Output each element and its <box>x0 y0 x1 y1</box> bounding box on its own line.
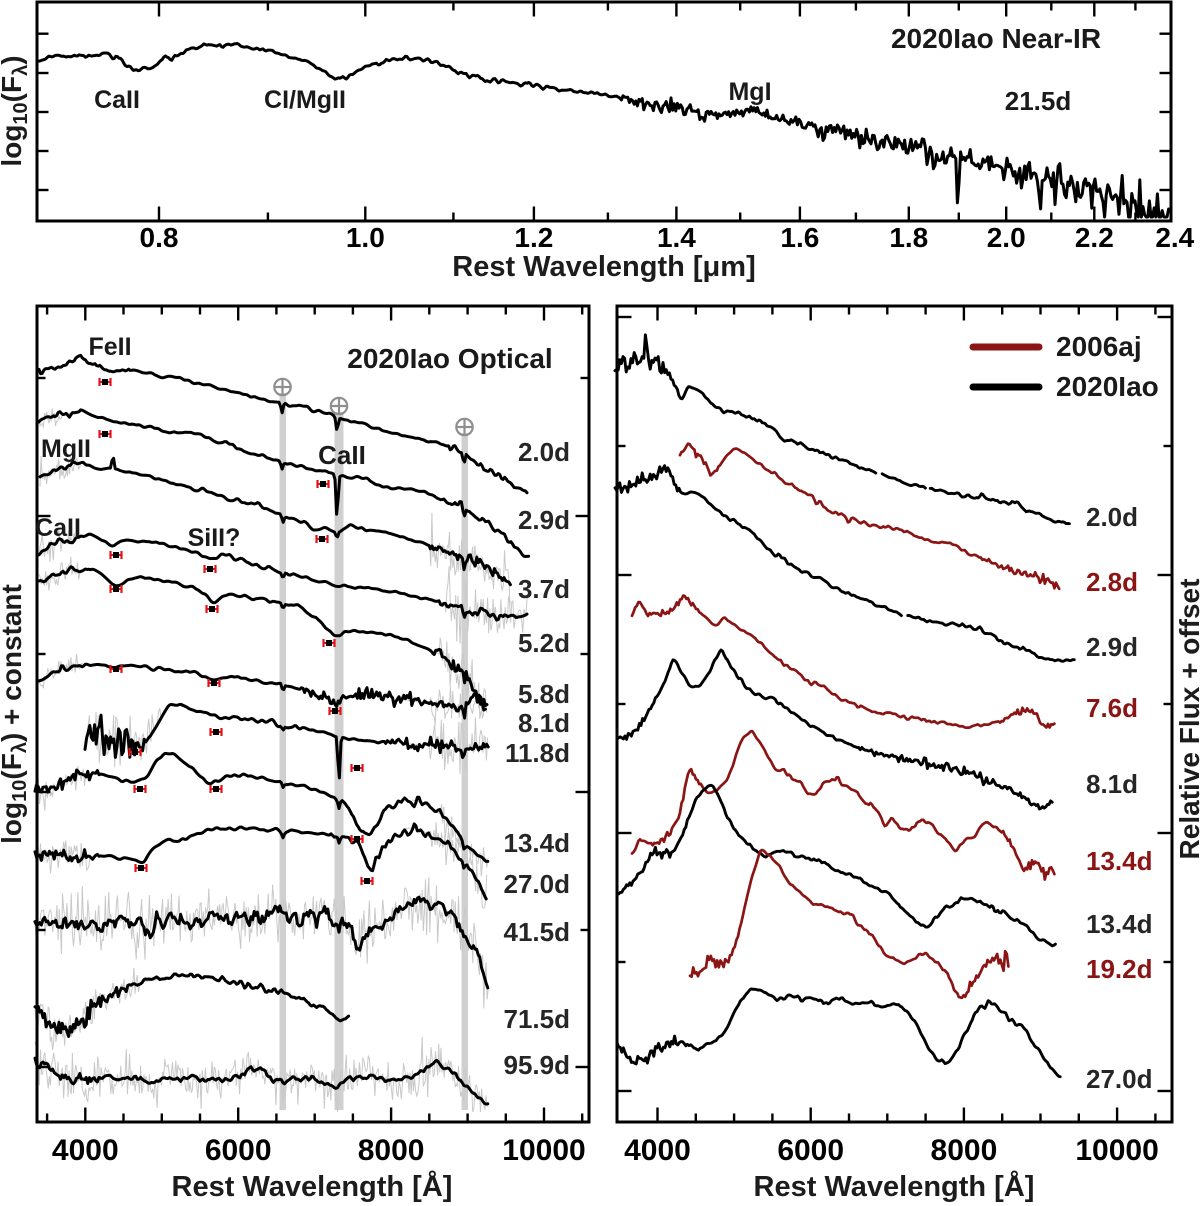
svg-text:41.5d: 41.5d <box>504 917 571 947</box>
svg-text:4000: 4000 <box>624 1134 691 1167</box>
svg-text:13.4d: 13.4d <box>504 828 571 858</box>
svg-text:2.0d: 2.0d <box>518 437 570 467</box>
svg-text:8000: 8000 <box>358 1134 425 1167</box>
svg-text:1.0: 1.0 <box>346 222 385 253</box>
svg-text:27.0d: 27.0d <box>1086 1064 1153 1094</box>
svg-text:13.4d: 13.4d <box>1086 909 1153 939</box>
svg-text:27.0d: 27.0d <box>504 869 571 899</box>
svg-text:Rest Wavelength [μm]: Rest Wavelength [μm] <box>452 251 755 283</box>
svg-text:2.8d: 2.8d <box>1086 567 1138 597</box>
svg-text:CaII: CaII <box>94 86 140 114</box>
svg-text:10000: 10000 <box>1075 1134 1158 1167</box>
svg-text:MgII: MgII <box>41 435 91 463</box>
svg-text:2006aj: 2006aj <box>1056 331 1142 362</box>
svg-text:SiII?: SiII? <box>188 524 241 552</box>
svg-text:2.2: 2.2 <box>1075 222 1114 253</box>
svg-text:13.4d: 13.4d <box>1086 846 1153 876</box>
svg-text:CaII: CaII <box>318 440 366 470</box>
svg-text:8000: 8000 <box>931 1134 998 1167</box>
svg-text:8.1d: 8.1d <box>518 708 570 738</box>
svg-text:6000: 6000 <box>205 1134 272 1167</box>
svg-text:0.8: 0.8 <box>140 222 179 253</box>
svg-text:2020Iao Optical: 2020Iao Optical <box>347 343 552 374</box>
svg-text:19.2d: 19.2d <box>1086 954 1153 984</box>
svg-text:Relative Flux + offset: Relative Flux + offset <box>1174 579 1200 860</box>
svg-text:1.6: 1.6 <box>780 222 819 253</box>
svg-text:11.8d: 11.8d <box>505 738 570 768</box>
svg-text:10000: 10000 <box>502 1134 585 1167</box>
svg-text:95.9d: 95.9d <box>504 1050 571 1080</box>
svg-text:Rest Wavelength [Å]: Rest Wavelength [Å] <box>754 1170 1035 1203</box>
svg-text:FeII: FeII <box>88 333 131 361</box>
svg-text:2.0: 2.0 <box>987 222 1026 253</box>
svg-text:1.4: 1.4 <box>657 222 696 253</box>
svg-text:MgI: MgI <box>728 78 771 106</box>
svg-text:1.2: 1.2 <box>514 222 553 253</box>
svg-text:Rest Wavelength [Å]: Rest Wavelength [Å] <box>172 1170 453 1203</box>
svg-text:2020Iao Near-IR: 2020Iao Near-IR <box>891 23 1101 54</box>
svg-text:5.2d: 5.2d <box>518 628 570 658</box>
svg-text:7.6d: 7.6d <box>1086 693 1138 723</box>
svg-text:2.9d: 2.9d <box>518 505 570 535</box>
svg-text:log10(Fλ) + constant: log10(Fλ) + constant <box>0 584 31 844</box>
svg-text:2.0d: 2.0d <box>1086 502 1138 532</box>
svg-text:8.1d: 8.1d <box>1086 769 1138 799</box>
svg-text:2.9d: 2.9d <box>1086 632 1138 662</box>
svg-text:2020Iao: 2020Iao <box>1056 371 1159 402</box>
svg-text:5.8d: 5.8d <box>518 679 570 709</box>
svg-text:CaII: CaII <box>35 514 81 542</box>
svg-text:3.7d: 3.7d <box>518 574 570 604</box>
svg-text:21.5d: 21.5d <box>1005 86 1072 116</box>
svg-text:2.4: 2.4 <box>1155 222 1194 253</box>
svg-text:4000: 4000 <box>52 1134 119 1167</box>
svg-text:CI/MgII: CI/MgII <box>264 86 346 114</box>
svg-text:1.8: 1.8 <box>889 222 928 253</box>
svg-text:71.5d: 71.5d <box>504 1004 571 1034</box>
svg-text:6000: 6000 <box>777 1134 844 1167</box>
